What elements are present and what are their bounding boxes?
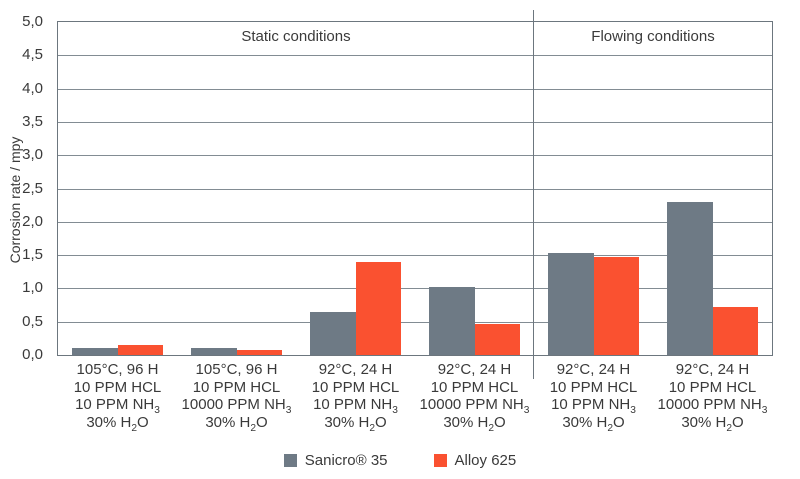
x-category-line: 10000 PPM NH3: [181, 396, 292, 416]
bar-sanicro-35: [191, 348, 237, 355]
x-category-line: 92°C, 24 H: [675, 361, 750, 378]
gridline: [58, 322, 772, 323]
x-category-line: 92°C, 24 H: [437, 361, 512, 378]
gridline: [58, 89, 772, 90]
y-tick-label: 4,5: [22, 46, 43, 64]
x-category-label: 105°C, 96 H 10 PPM HCL 10000 PPM NH3 30% H2…: [167, 361, 307, 434]
subscript: 2: [131, 422, 138, 434]
legend-swatch-sanicro-35: [283, 454, 297, 467]
gridline: [58, 55, 772, 56]
x-category-line: 10 PPM NH3: [551, 396, 636, 416]
x-category-line: 10000 PPM NH3: [657, 396, 768, 416]
x-category-line: 105°C, 96 H: [195, 361, 278, 378]
x-category-line: 30% H2O: [205, 413, 268, 434]
x-category-label: 92°C, 24 H 10 PPM HCL 10 PPM NH3 30% H2O: [286, 361, 426, 434]
legend-swatch-alloy-625: [433, 454, 447, 467]
x-category-label: 92°C, 24 H 10 PPM HCL 10 PPM NH3 30% H2O: [524, 361, 664, 434]
x-category-line: 30% H2O: [443, 413, 506, 434]
x-category-line: 10 PPM HCL: [73, 378, 162, 396]
x-category-line: 30% H2O: [562, 413, 625, 434]
bar-alloy-625: [355, 261, 401, 355]
x-category-line: 92°C, 24 H: [318, 361, 393, 378]
subscript: 2: [369, 422, 376, 434]
x-category-line: 10000 PPM NH3: [419, 396, 530, 416]
subscript: 3: [285, 405, 292, 416]
gridline: [58, 189, 772, 190]
bar-alloy-625: [236, 350, 282, 355]
y-tick-label: 1,0: [22, 279, 43, 297]
y-tick-label: 0,0: [22, 346, 43, 363]
bars-layer: [58, 22, 772, 355]
x-axis-category-labels: 105°C, 96 H 10 PPM HCL 10 PPM NH3 30% H2O 10…: [57, 361, 773, 435]
gridline: [58, 288, 772, 289]
y-tick-label: 3,5: [22, 112, 43, 130]
subscript: 2: [607, 422, 614, 434]
y-tick-label: 0,5: [22, 312, 43, 330]
section-label-flowing-conditions: Flowing conditions: [591, 28, 715, 45]
x-category-line: 30% H2O: [681, 413, 744, 434]
x-category-line: 92°C, 24 H: [556, 361, 631, 378]
subscript: 3: [523, 405, 530, 416]
subscript: 3: [761, 405, 768, 416]
subscript: 3: [630, 405, 636, 416]
legend: Sanicro® 35 Alloy 625: [0, 452, 800, 469]
bar-alloy-625: [474, 324, 520, 355]
legend-label: Alloy 625: [454, 452, 517, 469]
x-category-label: 92°C, 24 H 10 PPM HCL 10000 PPM NH3 30% H2O: [405, 361, 545, 434]
y-tick-label: 1,5: [22, 246, 43, 264]
gridlines-layer: [58, 22, 772, 355]
bar-sanicro-35: [310, 311, 356, 355]
legend-item-alloy-625: Alloy 625: [433, 452, 517, 469]
x-category-label: 92°C, 24 H 10 PPM HCL 10000 PPM NH3 30% H2O: [643, 361, 783, 434]
y-tick-label: 4,0: [22, 79, 43, 97]
bar-sanicro-35: [667, 201, 713, 355]
bar-sanicro-35: [429, 287, 475, 355]
bar-sanicro-35: [548, 253, 594, 355]
bar-alloy-625: [117, 345, 163, 355]
subscript: 3: [154, 405, 160, 416]
x-category-line: 10 PPM HCL: [311, 378, 400, 396]
x-category-label: 105°C, 96 H 10 PPM HCL 10 PPM NH3 30% H2O: [48, 361, 188, 434]
x-category-line: 10 PPM HCL: [549, 378, 638, 396]
x-category-line: 30% H2O: [86, 413, 149, 434]
bar-alloy-625: [593, 257, 639, 355]
section-divider-line: [533, 10, 534, 379]
section-labels-layer: Static conditions Flowing conditions: [58, 22, 772, 355]
x-category-line: 10 PPM HCL: [192, 378, 281, 396]
subscript: 2: [250, 422, 257, 434]
y-tick-label: 2,0: [22, 212, 43, 230]
x-category-line: 105°C, 96 H: [76, 361, 159, 378]
x-category-line: 10 PPM NH3: [75, 396, 160, 416]
x-category-line: 10 PPM HCL: [430, 378, 519, 396]
subscript: 2: [726, 422, 733, 434]
legend-label: Sanicro® 35: [304, 452, 388, 469]
gridline: [58, 122, 772, 123]
y-tick-label: 2,5: [22, 179, 43, 197]
subscript: 3: [392, 405, 398, 416]
bar-sanicro-35: [72, 348, 118, 355]
legend-item-sanicro-35: Sanicro® 35: [283, 452, 388, 469]
gridline: [58, 155, 772, 156]
y-axis-tick-labels: 0,0 0,5 1,0 1,5 2,0 2,5 3,0 3,5 4,0 4,5 5,0: [0, 13, 50, 363]
gridline: [58, 222, 772, 223]
subscript: 2: [488, 422, 495, 434]
y-tick-label: 5,0: [22, 13, 43, 30]
x-category-line: 10 PPM HCL: [668, 378, 757, 396]
gridline: [58, 255, 772, 256]
plot-area: Static conditions Flowing conditions: [57, 21, 773, 356]
x-category-line: 10 PPM NH3: [313, 396, 398, 416]
y-tick-label: 3,0: [22, 146, 43, 164]
x-category-line: 30% H2O: [324, 413, 387, 434]
bar-alloy-625: [712, 307, 758, 355]
section-label-static-conditions: Static conditions: [241, 28, 351, 45]
